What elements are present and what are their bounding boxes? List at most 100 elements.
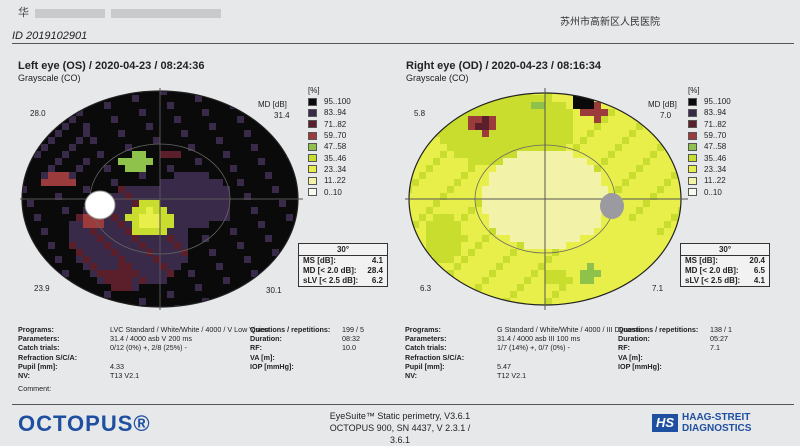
legend-swatch bbox=[688, 188, 697, 197]
field-cell bbox=[188, 284, 196, 292]
field-cell bbox=[559, 200, 567, 208]
field-cell bbox=[629, 137, 637, 145]
field-cell bbox=[587, 158, 595, 166]
field-cell bbox=[48, 130, 56, 138]
field-cell bbox=[188, 214, 196, 222]
field-cell bbox=[426, 93, 434, 96]
field-cell bbox=[496, 158, 504, 166]
field-cell bbox=[559, 165, 567, 173]
field-cell bbox=[629, 284, 637, 292]
field-cell bbox=[496, 228, 504, 236]
field-cell bbox=[510, 277, 518, 285]
field-cell bbox=[552, 95, 560, 103]
field-cell bbox=[251, 284, 259, 292]
legend-row: 23..34 bbox=[308, 164, 351, 175]
field-cell bbox=[650, 249, 658, 257]
field-cell bbox=[83, 242, 91, 250]
field-cell bbox=[279, 263, 287, 271]
field-cell bbox=[489, 298, 497, 305]
field-cell bbox=[650, 214, 658, 222]
field-cell bbox=[153, 298, 161, 306]
field-cell bbox=[671, 242, 679, 250]
field-cell bbox=[153, 137, 161, 145]
field-cell bbox=[573, 95, 581, 103]
field-cell bbox=[594, 221, 602, 229]
field-cell bbox=[55, 214, 63, 222]
field-cell bbox=[265, 186, 273, 194]
field-cell bbox=[69, 130, 77, 138]
field-cell bbox=[566, 109, 574, 117]
field-cell bbox=[111, 207, 119, 215]
field-cell bbox=[272, 242, 280, 250]
field-cell bbox=[230, 91, 238, 96]
field-cell bbox=[62, 172, 70, 180]
field-cell bbox=[580, 130, 588, 138]
field-cell bbox=[279, 91, 287, 96]
field-cell bbox=[650, 263, 658, 271]
field-cell bbox=[76, 116, 84, 124]
field-cell bbox=[272, 158, 280, 166]
field-cell bbox=[545, 214, 553, 222]
field-cell bbox=[482, 172, 490, 180]
field-cell bbox=[594, 109, 602, 117]
right-blind-spot bbox=[600, 193, 624, 219]
field-cell bbox=[671, 165, 679, 173]
field-cell bbox=[132, 151, 140, 159]
field-cell bbox=[132, 179, 140, 187]
field-cell bbox=[167, 249, 175, 257]
field-cell bbox=[216, 116, 224, 124]
field-cell bbox=[636, 93, 644, 96]
field-cell bbox=[76, 291, 84, 299]
field-cell bbox=[181, 123, 189, 131]
field-cell bbox=[517, 200, 525, 208]
field-cell bbox=[440, 200, 448, 208]
field-cell bbox=[615, 312, 622, 313]
field-cell bbox=[461, 305, 468, 312]
field-cell bbox=[454, 235, 462, 243]
field-cell bbox=[580, 277, 588, 285]
field-cell bbox=[454, 284, 462, 292]
field-cell bbox=[132, 172, 140, 180]
field-cell bbox=[83, 116, 91, 124]
field-cell bbox=[440, 228, 448, 236]
field-cell bbox=[174, 277, 182, 285]
field-cell bbox=[664, 263, 672, 271]
field-cell bbox=[622, 228, 630, 236]
field-cell bbox=[587, 130, 595, 138]
field-cell bbox=[440, 158, 448, 166]
field-cell bbox=[216, 123, 224, 131]
field-cell bbox=[55, 116, 63, 124]
field-cell bbox=[230, 235, 238, 243]
field-cell bbox=[181, 91, 189, 96]
field-cell bbox=[433, 151, 441, 159]
field-cell bbox=[195, 200, 203, 208]
stats-value: 20.4 bbox=[749, 256, 765, 265]
field-cell bbox=[433, 93, 441, 96]
field-cell bbox=[223, 242, 231, 250]
field-cell bbox=[146, 95, 154, 103]
field-cell bbox=[244, 144, 252, 152]
field-cell bbox=[216, 277, 224, 285]
field-cell bbox=[48, 91, 56, 96]
field-cell bbox=[118, 291, 126, 299]
field-cell bbox=[629, 256, 637, 264]
field-cell bbox=[433, 263, 441, 271]
field-cell bbox=[419, 109, 427, 117]
field-cell bbox=[622, 214, 630, 222]
field-cell bbox=[146, 256, 154, 264]
field-cell bbox=[510, 158, 518, 166]
field-cell bbox=[62, 144, 70, 152]
field-cell bbox=[433, 158, 441, 166]
field-cell bbox=[545, 242, 553, 250]
field-cell bbox=[293, 144, 298, 152]
field-cell bbox=[216, 193, 224, 201]
field-cell bbox=[545, 123, 553, 131]
field-cell bbox=[664, 305, 671, 312]
field-cell bbox=[552, 130, 560, 138]
field-cell bbox=[167, 151, 175, 159]
field-cell bbox=[426, 235, 434, 243]
field-cell bbox=[48, 242, 56, 250]
field-cell bbox=[636, 193, 644, 201]
field-cell bbox=[167, 305, 175, 307]
field-cell bbox=[489, 256, 497, 264]
